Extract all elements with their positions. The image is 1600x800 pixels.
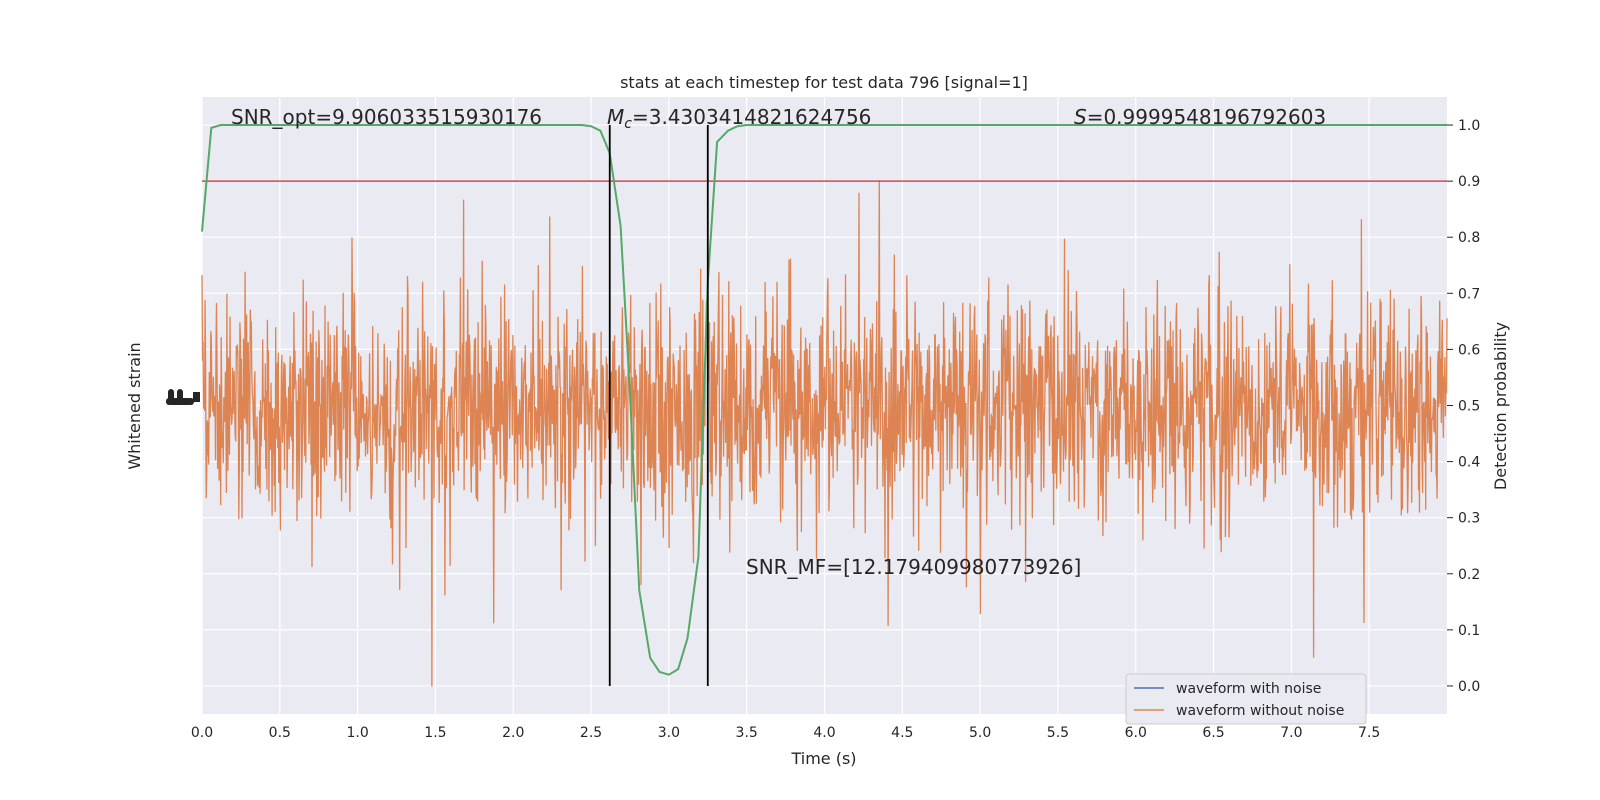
s-symbol: S — [1074, 105, 1087, 129]
x-tick-label: 3.5 — [736, 725, 758, 741]
y-axis-label-left: Whitened strain — [125, 342, 144, 469]
x-tick-label: 0.0 — [191, 725, 213, 741]
y-right-tick-label: 1.0 — [1458, 118, 1480, 134]
y-right-tick-label: 0.9 — [1458, 174, 1480, 190]
x-tick-label: 2.5 — [580, 725, 602, 741]
x-tick-label: 3.0 — [658, 725, 680, 741]
left-tick-blob — [168, 389, 174, 405]
strain-line-without-noise — [201, 180, 1448, 687]
y-right-tick-label: 0.6 — [1458, 342, 1480, 358]
y-right-tick-label: 0.3 — [1458, 511, 1480, 527]
x-tick-label: 7.5 — [1358, 725, 1380, 741]
vertical-markers — [608, 125, 709, 686]
x-tick-label: 7.0 — [1280, 725, 1302, 741]
y-right-tick-label: 0.1 — [1458, 623, 1480, 639]
y-right-tick-label: 0.0 — [1458, 679, 1480, 695]
y-right-tick-label: 0.5 — [1458, 399, 1480, 415]
mc-symbol: M — [607, 105, 624, 129]
mc-subscript: c — [624, 116, 632, 132]
left-axis-artifact — [166, 389, 200, 405]
legend-label-without-noise: waveform without noise — [1176, 703, 1344, 719]
x-tick-label: 6.0 — [1125, 725, 1147, 741]
x-tick-labels: 0.0 0.5 1.0 1.5 2.0 2.5 3.0 3.5 4.0 4.5 5.0 5.5 6.0 6… — [191, 725, 1380, 741]
x-tick-label: 2.0 — [502, 725, 524, 741]
x-tick-label: 1.5 — [424, 725, 446, 741]
snr-opt-annotation: SNR_opt=9.906033515930176 — [231, 105, 542, 129]
x-axis-label: Time (s) — [790, 749, 856, 768]
x-tick-label: 0.5 — [269, 725, 291, 741]
x-tick-label: 1.0 — [346, 725, 368, 741]
x-tick-label: 5.5 — [1047, 725, 1069, 741]
x-tick-label: 6.5 — [1202, 725, 1224, 741]
y-right-tick-labels: 0.0 0.1 0.2 0.3 0.4 0.5 0.6 0.7 0.8 0.9 1.0 — [1447, 118, 1480, 695]
detection-probability-line — [201, 124, 1447, 676]
left-tick-blob — [177, 389, 183, 405]
chart-title: stats at each timestep for test data 796… — [620, 73, 1028, 92]
y-right-tick-label: 0.7 — [1458, 286, 1480, 302]
strain-series — [201, 180, 1448, 687]
x-tick-label: 5.0 — [969, 725, 991, 741]
y-right-tick-label: 0.4 — [1458, 455, 1480, 471]
left-tick-blob — [193, 392, 200, 402]
mc-value: =3.4303414821624756 — [632, 105, 871, 129]
legend: waveform with noise waveform without noi… — [1125, 673, 1367, 725]
x-tick-label: 4.5 — [891, 725, 913, 741]
s-annotation: S=0.9999548196792603 — [1074, 105, 1326, 129]
y-right-tick-label: 0.8 — [1458, 230, 1480, 246]
s-value: =0.9999548196792603 — [1087, 105, 1326, 129]
mc-annotation: Mc=3.4303414821624756 — [607, 105, 871, 132]
y-axis-label-right: Detection probability — [1491, 322, 1510, 490]
legend-box — [1125, 673, 1367, 725]
detection-probability-group — [201, 124, 1447, 676]
y-right-tick-label: 0.2 — [1458, 567, 1480, 583]
x-tick-label: 4.0 — [813, 725, 835, 741]
legend-label-with-noise: waveform with noise — [1176, 681, 1321, 697]
snr-mf-annotation: SNR_MF=[12.179409980773926] — [746, 555, 1081, 579]
